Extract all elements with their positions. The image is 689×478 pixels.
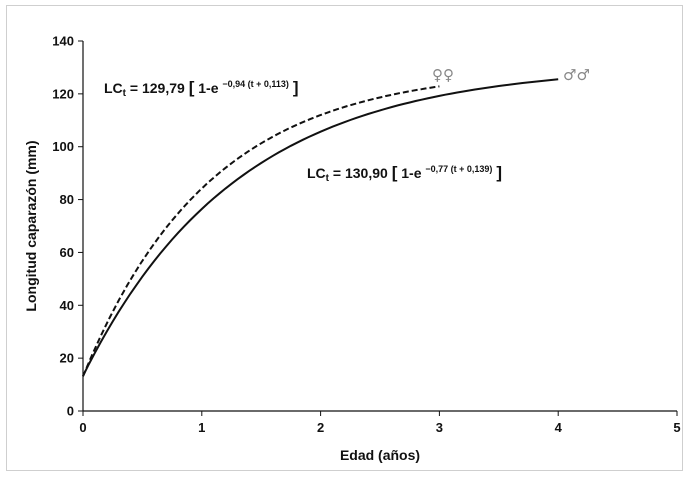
series-lines bbox=[82, 78, 559, 377]
male-eq-lhs: LC bbox=[307, 165, 326, 181]
female-growth-curve bbox=[82, 85, 440, 377]
chart-frame bbox=[6, 5, 683, 471]
female-eq-bracket-open: [ bbox=[189, 78, 195, 97]
male-eq-bracket-close: ] bbox=[496, 163, 502, 182]
female-eq-bracket-close: ] bbox=[293, 78, 299, 97]
x-tick-label: 2 bbox=[317, 420, 324, 435]
male-symbol: ♂♂ bbox=[563, 66, 590, 84]
y-tick-label: 60 bbox=[60, 245, 74, 260]
female-eq-rhs: = 129,79 bbox=[126, 80, 189, 96]
y-tick-label: 140 bbox=[52, 34, 74, 49]
y-tick-label: 100 bbox=[52, 139, 74, 154]
female-eq-sub: t bbox=[123, 88, 127, 99]
male-eq-rhs: = 130,90 bbox=[329, 165, 392, 181]
y-axis-title: Longitud caparazón (mm) bbox=[23, 140, 39, 311]
y-tick-label: 20 bbox=[60, 351, 74, 366]
female-eq-exp: −0,94 (t + 0,113) bbox=[222, 79, 289, 89]
x-tick-label: 0 bbox=[79, 420, 86, 435]
female-symbol: ♀♀ bbox=[432, 66, 454, 84]
x-tick-label: 3 bbox=[436, 420, 443, 435]
female-eq-lhs: LC bbox=[104, 80, 123, 96]
male-eq-bracket-open: [ bbox=[392, 163, 398, 182]
x-tick-label: 4 bbox=[555, 420, 563, 435]
y-tick-label: 80 bbox=[60, 192, 74, 207]
y-tick-label: 40 bbox=[60, 298, 74, 313]
x-axis-title: Edad (años) bbox=[340, 447, 420, 463]
x-tick-label: 5 bbox=[673, 420, 680, 435]
female-equation: LCt = 129,79 [ 1-e −0,94 (t + 0,113)] bbox=[104, 78, 299, 99]
y-tick-label: 0 bbox=[67, 404, 74, 419]
ticks: 0 1 2 3 4 5 0 20 40 60 80 100 120 140 bbox=[52, 34, 680, 436]
male-equation: LCt = 130,90 [ 1-e −0,77 (t + 0,139)] bbox=[307, 163, 502, 184]
male-eq-exp: −0,77 (t + 0,139) bbox=[425, 164, 492, 174]
male-eq-base: 1-e bbox=[397, 165, 425, 181]
female-eq-base: 1-e bbox=[194, 80, 222, 96]
x-tick-label: 1 bbox=[198, 420, 205, 435]
male-eq-sub: t bbox=[326, 173, 330, 184]
male-growth-curve bbox=[82, 78, 559, 377]
y-tick-label: 120 bbox=[52, 86, 74, 101]
axes bbox=[82, 41, 677, 412]
